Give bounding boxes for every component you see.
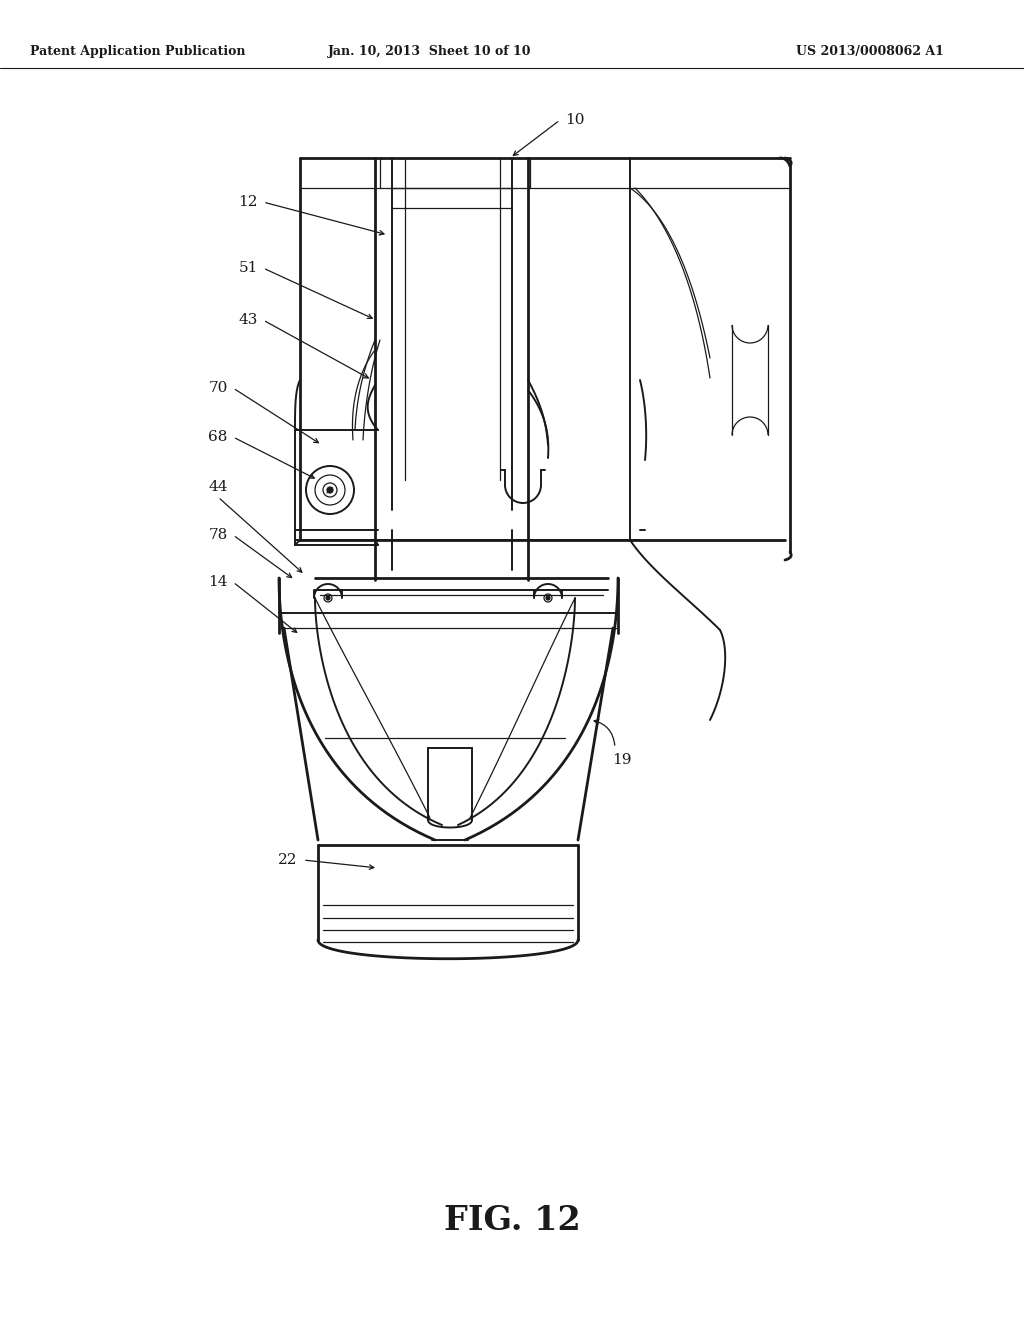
Text: 14: 14	[208, 576, 227, 589]
Text: FIG. 12: FIG. 12	[443, 1204, 581, 1237]
Text: 10: 10	[565, 114, 585, 127]
Circle shape	[327, 487, 333, 492]
Circle shape	[326, 597, 330, 601]
Text: 22: 22	[279, 853, 298, 867]
Circle shape	[546, 597, 550, 601]
Text: 43: 43	[239, 313, 258, 327]
Text: 70: 70	[208, 381, 227, 395]
Text: 44: 44	[208, 480, 227, 494]
Text: 12: 12	[239, 195, 258, 209]
Text: 19: 19	[612, 752, 632, 767]
Text: 51: 51	[239, 261, 258, 275]
Text: US 2013/0008062 A1: US 2013/0008062 A1	[796, 45, 944, 58]
Text: Jan. 10, 2013  Sheet 10 of 10: Jan. 10, 2013 Sheet 10 of 10	[329, 45, 531, 58]
Text: 78: 78	[208, 528, 227, 543]
Text: 68: 68	[208, 430, 227, 444]
Text: Patent Application Publication: Patent Application Publication	[30, 45, 246, 58]
